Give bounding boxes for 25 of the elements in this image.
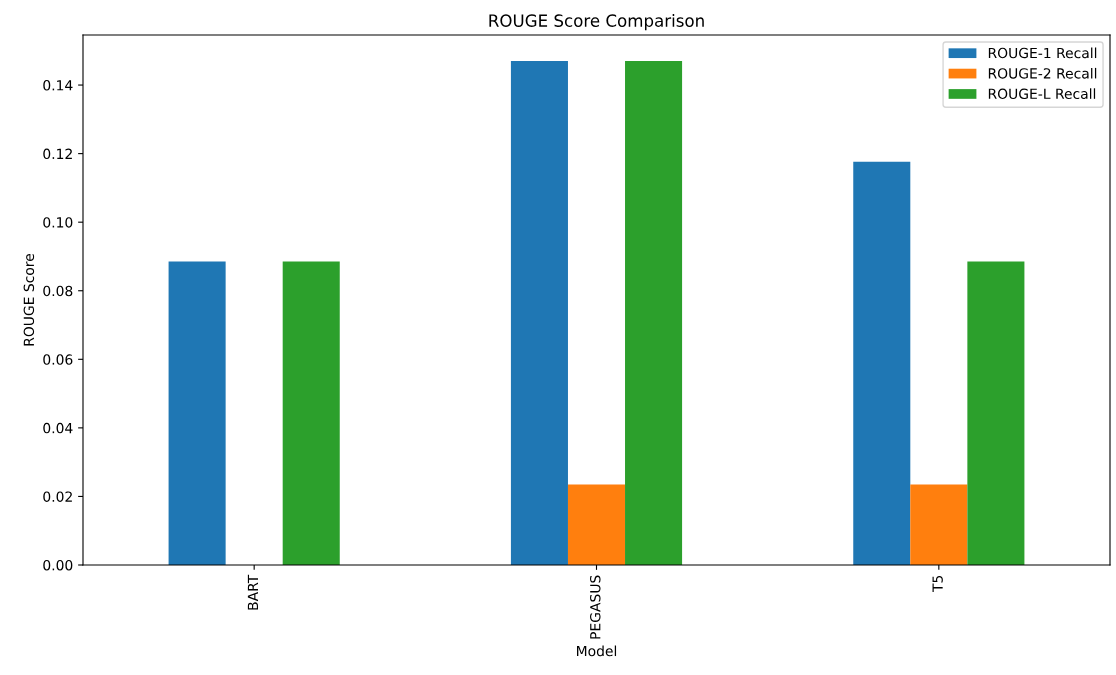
bar bbox=[853, 161, 911, 565]
bar bbox=[567, 484, 626, 565]
legend-label: ROUGE-1 Recall bbox=[988, 47, 1097, 59]
bar bbox=[967, 261, 1025, 565]
bar bbox=[168, 261, 226, 565]
y-tick-label: 0.02 bbox=[43, 491, 72, 502]
y-tick-label: 0.10 bbox=[43, 217, 73, 228]
y-tick-label: 0.04 bbox=[43, 422, 73, 434]
bar bbox=[510, 61, 568, 565]
y-tick-label: 0.00 bbox=[43, 559, 73, 571]
legend-label: ROUGE-2 Recall bbox=[988, 67, 1097, 79]
y-axis-title: ROUGE Score bbox=[23, 253, 35, 346]
y-tick-label: 0.08 bbox=[43, 285, 73, 297]
x-tick-label: PEGASUS bbox=[590, 575, 601, 639]
x-tick-label: BART bbox=[247, 574, 258, 610]
bar bbox=[910, 484, 968, 565]
x-tick-label: T5 bbox=[932, 575, 943, 593]
y-tick-label: 0.14 bbox=[43, 80, 73, 91]
y-tick-label: 0.12 bbox=[43, 148, 72, 160]
bar bbox=[282, 261, 340, 565]
y-tick-label: 0.06 bbox=[43, 354, 73, 365]
legend-label: ROUGE-L Recall bbox=[988, 88, 1096, 100]
x-axis-title: Model bbox=[577, 645, 617, 657]
chart-title: ROUGE Score Comparison bbox=[489, 14, 704, 31]
bar bbox=[625, 61, 683, 565]
